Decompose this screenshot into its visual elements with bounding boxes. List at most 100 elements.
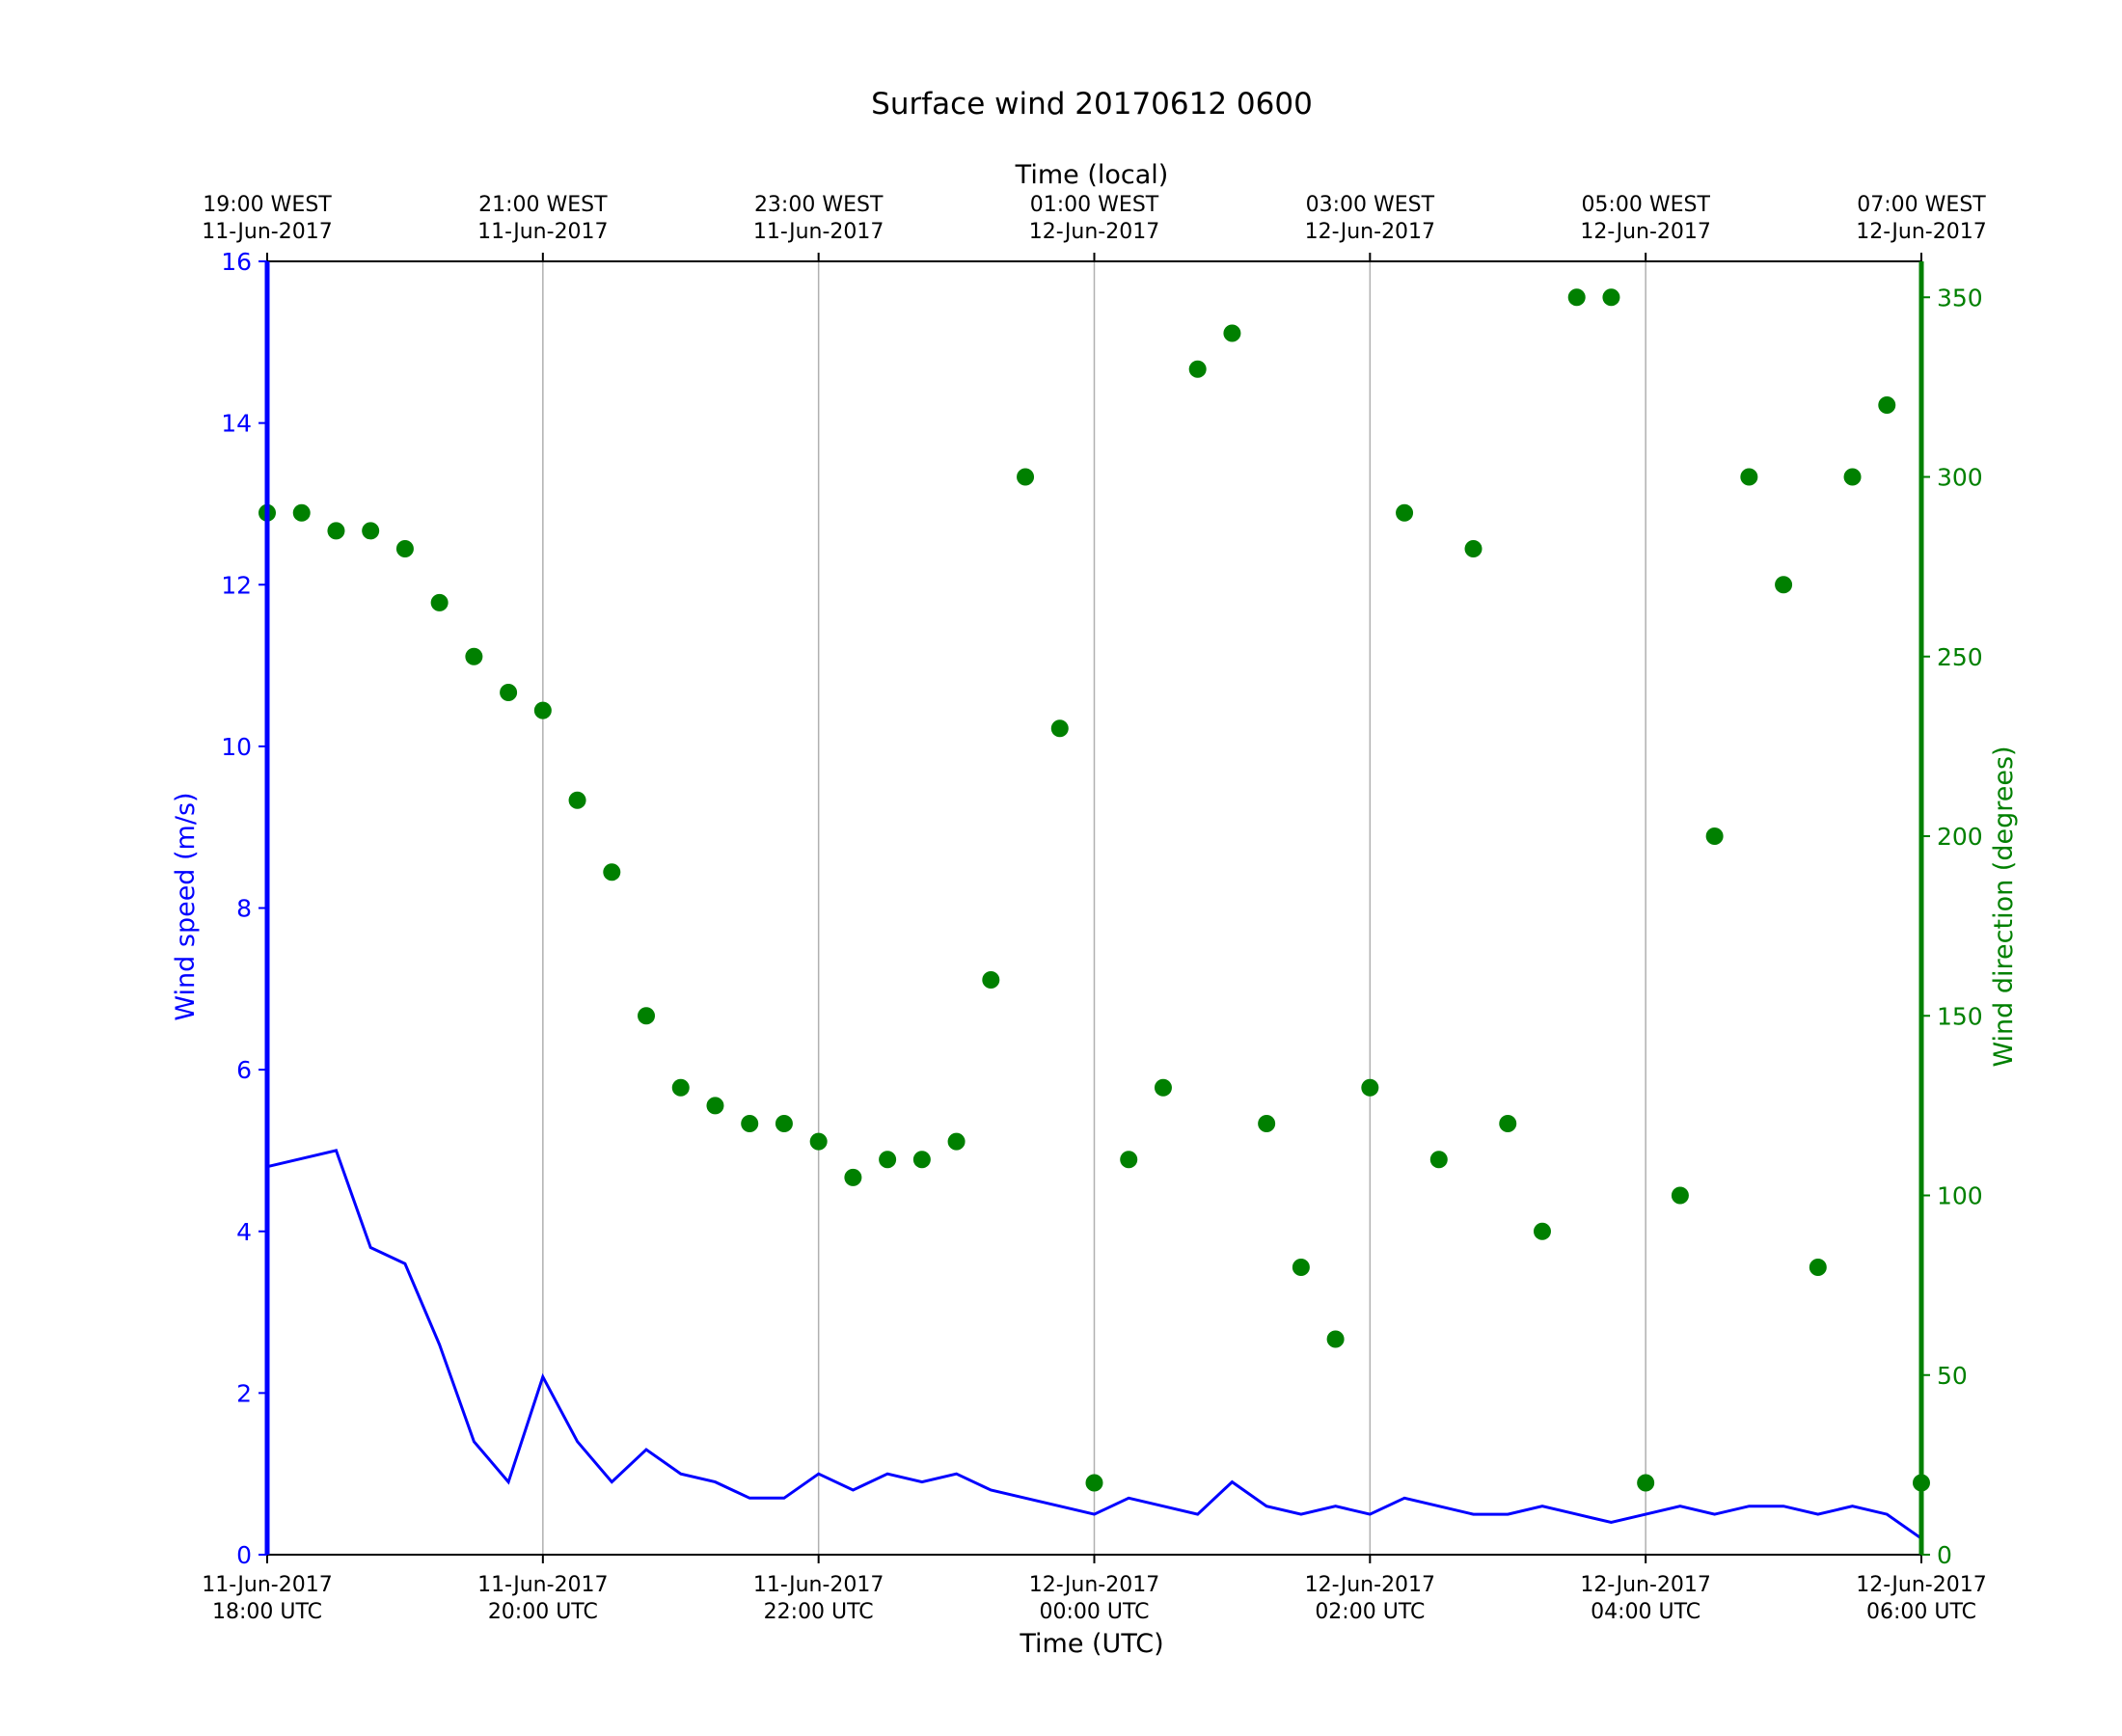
right-axis-label: Wind direction (degrees): [1989, 746, 2019, 1067]
wind-direction-point: [1809, 1259, 1827, 1276]
left-axis-label: Wind speed (m/s): [171, 792, 201, 1020]
bottom-axis-label: Time (UTC): [1019, 1629, 1163, 1659]
bottom-tick-time: 04:00 UTC: [1591, 1600, 1700, 1624]
wind-direction-point: [1050, 719, 1069, 738]
right-tick-label: 300: [1937, 464, 1983, 492]
bottom-tick-time: 00:00 UTC: [1039, 1600, 1149, 1624]
wind-direction-point: [1154, 1078, 1172, 1097]
wind-direction-point: [603, 863, 621, 882]
wind-direction-point: [1429, 1151, 1448, 1169]
right-tick-label: 0: [1937, 1541, 1952, 1569]
bottom-tick-time: 22:00 UTC: [764, 1600, 874, 1624]
wind-direction-point: [395, 540, 414, 557]
bottom-tick-date: 12-Jun-2017: [1029, 1573, 1159, 1597]
top-tick-time: 19:00 WEST: [203, 193, 332, 217]
wind-direction-point: [1464, 540, 1483, 557]
wind-direction-point: [430, 593, 449, 611]
bottom-tick-date: 12-Jun-2017: [1580, 1573, 1710, 1597]
right-tick-label: 250: [1937, 643, 1983, 671]
bottom-tick-time: 18:00 UTC: [212, 1600, 322, 1624]
bottom-tick-date: 11-Jun-2017: [202, 1573, 332, 1597]
wind-speed-line: [266, 1149, 1922, 1540]
wind-direction-point: [1258, 1115, 1276, 1132]
left-tick-label: 0: [236, 1541, 252, 1569]
wind-direction-point: [844, 1168, 862, 1186]
wind-direction-point: [982, 971, 1000, 989]
right-tick-label: 100: [1937, 1182, 1983, 1210]
wind-direction-point: [1567, 288, 1586, 307]
top-tick-date: 11-Jun-2017: [753, 220, 884, 244]
wind-direction-point: [1361, 1078, 1379, 1097]
top-tick-date: 12-Jun-2017: [1305, 220, 1435, 244]
bottom-tick-date: 12-Jun-2017: [1856, 1573, 1986, 1597]
wind-direction-point: [362, 522, 380, 540]
left-tick-label: 10: [221, 733, 252, 761]
top-tick-time: 23:00 WEST: [754, 193, 884, 217]
wind-direction-point: [465, 647, 483, 665]
top-tick-date: 11-Jun-2017: [202, 220, 332, 244]
bottom-tick-time: 20:00 UTC: [488, 1600, 598, 1624]
wind-direction-point: [1705, 827, 1724, 845]
top-tick-time: 03:00 WEST: [1306, 193, 1435, 217]
wind-direction-point: [1499, 1115, 1517, 1132]
bottom-tick-date: 11-Jun-2017: [753, 1573, 884, 1597]
left-tick-label: 12: [221, 571, 252, 599]
left-tick-label: 2: [236, 1379, 252, 1407]
right-tick-label: 150: [1937, 1002, 1983, 1030]
wind-direction-point: [1843, 468, 1862, 486]
top-tick-date: 12-Jun-2017: [1029, 220, 1159, 244]
top-tick-date: 12-Jun-2017: [1580, 220, 1710, 244]
wind-direction-point: [912, 1151, 931, 1169]
wind-direction-point: [1085, 1474, 1103, 1492]
wind-direction-point: [1775, 576, 1793, 594]
wind-direction-point: [327, 522, 345, 540]
wind-direction-point: [879, 1151, 897, 1169]
wind-direction-point: [1223, 324, 1241, 342]
wind-direction-point: [1878, 396, 1896, 414]
wind-direction-point: [775, 1115, 793, 1132]
top-tick-time: 21:00 WEST: [478, 193, 608, 217]
wind-direction-point: [1637, 1474, 1655, 1492]
chart-title: Surface wind 20170612 0600: [871, 87, 1313, 122]
wind-direction-point: [1740, 468, 1758, 486]
bottom-tick-date: 11-Jun-2017: [477, 1573, 608, 1597]
wind-direction-point: [706, 1097, 724, 1115]
wind-direction-point: [1396, 503, 1414, 522]
wind-direction-point: [638, 1007, 656, 1025]
bottom-tick-time: 02:00 UTC: [1315, 1600, 1425, 1624]
right-tick-label: 350: [1937, 284, 1983, 312]
top-tick-time: 05:00 WEST: [1581, 193, 1710, 217]
wind-direction-point: [533, 701, 552, 719]
wind-direction-point: [947, 1132, 966, 1151]
wind-direction-point: [568, 791, 586, 809]
grid-lines: [542, 261, 1646, 1555]
bottom-tick-time: 06:00 UTC: [1866, 1600, 1976, 1624]
top-tick-date: 11-Jun-2017: [477, 220, 608, 244]
left-tick-label: 16: [221, 248, 252, 276]
bottom-tick-date: 12-Jun-2017: [1305, 1573, 1435, 1597]
wind-direction-point: [1533, 1222, 1551, 1240]
wind-direction-point: [1671, 1186, 1689, 1205]
wind-direction-point: [671, 1078, 690, 1097]
wind-direction-point: [1326, 1330, 1345, 1348]
top-tick-time: 01:00 WEST: [1030, 193, 1159, 217]
left-tick-label: 8: [236, 895, 252, 923]
right-tick-label: 50: [1937, 1362, 1968, 1390]
top-axis-label: Time (local): [1015, 160, 1169, 190]
wind-direction-point: [1120, 1151, 1138, 1169]
wind-direction-point: [292, 503, 311, 522]
wind-direction-point: [1292, 1259, 1310, 1276]
right-tick-label: 200: [1937, 823, 1983, 851]
series-layer: [258, 288, 1930, 1540]
wind-direction-point: [1602, 288, 1620, 307]
axes: 11-Jun-2017 18:00 UTC 11-Jun-2017 20:00 UTC…: [202, 193, 1986, 1624]
left-tick-label: 6: [236, 1056, 252, 1084]
wind-direction-point: [809, 1132, 828, 1151]
left-tick-label: 4: [236, 1218, 252, 1246]
top-tick-date: 12-Jun-2017: [1856, 220, 1986, 244]
wind-direction-point: [1188, 360, 1207, 378]
left-tick-label: 14: [221, 410, 252, 438]
wind-direction-point: [741, 1115, 759, 1132]
top-tick-time: 07:00 WEST: [1857, 193, 1986, 217]
